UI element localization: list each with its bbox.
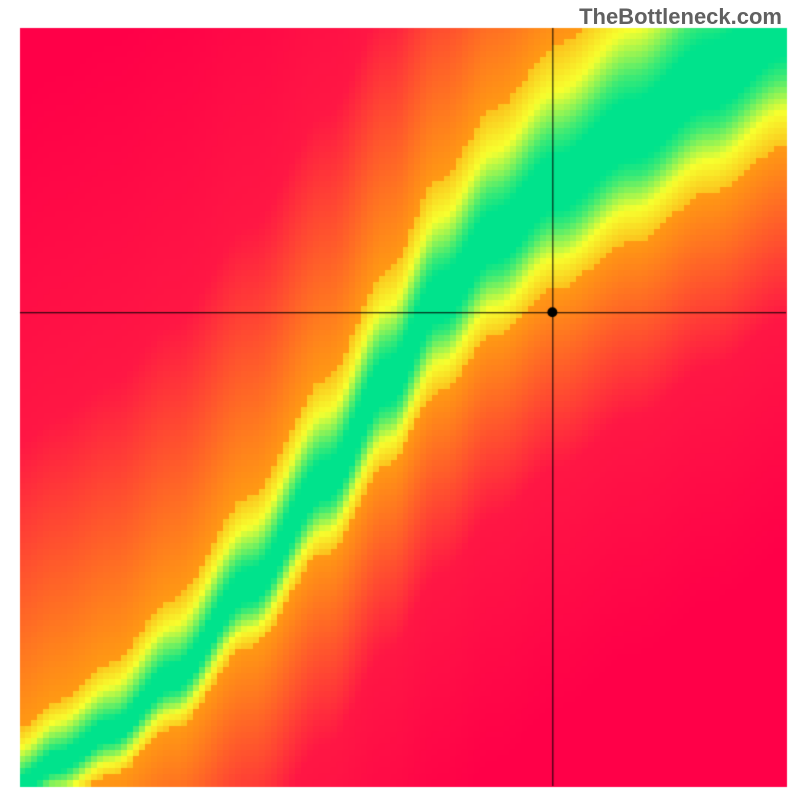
chart-container: TheBottleneck.com <box>0 0 800 800</box>
crosshair-overlay <box>0 0 800 800</box>
watermark-text: TheBottleneck.com <box>579 4 782 30</box>
